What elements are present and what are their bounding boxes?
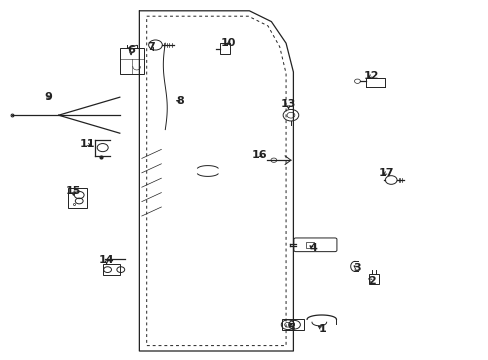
- Text: 11: 11: [79, 139, 95, 149]
- Text: 12: 12: [363, 71, 379, 81]
- Bar: [68, 188, 86, 208]
- Text: 8: 8: [176, 96, 183, 106]
- Text: 17: 17: [378, 168, 393, 178]
- Text: 10: 10: [221, 38, 236, 48]
- Text: 14: 14: [99, 255, 114, 265]
- Text: 15: 15: [65, 186, 81, 196]
- Text: 7: 7: [147, 42, 155, 52]
- Text: 9: 9: [44, 92, 52, 102]
- Bar: [219, 43, 230, 54]
- Text: 1: 1: [318, 324, 326, 334]
- Bar: [282, 319, 304, 330]
- Bar: [305, 242, 314, 248]
- Bar: [368, 274, 379, 284]
- Text: 5: 5: [286, 323, 294, 333]
- Text: 6: 6: [127, 45, 135, 55]
- Text: 16: 16: [251, 150, 266, 160]
- Bar: [103, 264, 120, 275]
- Bar: [120, 48, 143, 74]
- Text: 13: 13: [280, 99, 296, 109]
- Text: 2: 2: [367, 276, 375, 286]
- Text: 4: 4: [308, 243, 316, 253]
- Text: 3: 3: [352, 263, 360, 273]
